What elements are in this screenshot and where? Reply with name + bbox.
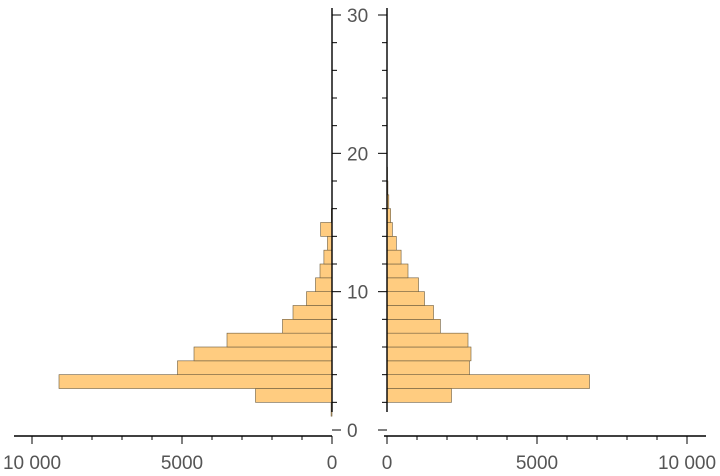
right-x-tick-label-5000: 5000 <box>516 453 558 474</box>
left-bar-9 <box>315 277 333 292</box>
right-x-tick-label-0: 0 <box>382 453 393 474</box>
left-histogram-bars <box>58 208 333 417</box>
left-x-tick-label-5000: 5000 <box>161 453 203 474</box>
left-x-tick-label-0: 0 <box>327 453 338 474</box>
y-tick-label-20: 20 <box>347 144 368 165</box>
right-bar-5 <box>386 319 441 334</box>
left-bar-4 <box>193 346 333 362</box>
right-bar-0 <box>386 388 452 403</box>
left-bar-13 <box>320 222 333 237</box>
left-bar-6 <box>282 319 333 334</box>
left-bar-3 <box>177 360 333 375</box>
left-bar-8 <box>306 291 333 306</box>
right-bar-6 <box>386 305 434 320</box>
right-histogram-bars <box>386 166 590 403</box>
right-bar-8 <box>386 277 419 292</box>
right-bar-4 <box>386 332 469 348</box>
right-bar-11 <box>386 236 397 251</box>
tick-labels: 0 10 20 30 0 5000 10 000 0 5000 10 000 <box>3 6 716 474</box>
left-bar-2 <box>58 374 333 389</box>
right-bar-10 <box>386 249 402 265</box>
left-bar-7 <box>292 305 333 320</box>
right-bar-9 <box>386 263 409 279</box>
left-bar-5 <box>226 332 333 348</box>
right-bar-12 <box>386 222 393 237</box>
y-tick-label-30: 30 <box>347 6 368 27</box>
right-bar-2 <box>386 360 470 375</box>
right-x-tick-label-10000: 10 000 <box>658 453 716 474</box>
right-bar-7 <box>386 291 425 306</box>
right-bar-1 <box>386 374 590 389</box>
chart-axes <box>14 8 706 444</box>
right-bar-3 <box>386 346 472 362</box>
left-bar-10 <box>319 263 333 279</box>
left-x-tick-label-10000: 10 000 <box>3 453 61 474</box>
left-bar-11 <box>323 249 333 265</box>
y-tick-label-0: 0 <box>347 421 358 442</box>
left-bar-1 <box>255 388 333 403</box>
y-tick-label-10: 10 <box>347 283 368 304</box>
